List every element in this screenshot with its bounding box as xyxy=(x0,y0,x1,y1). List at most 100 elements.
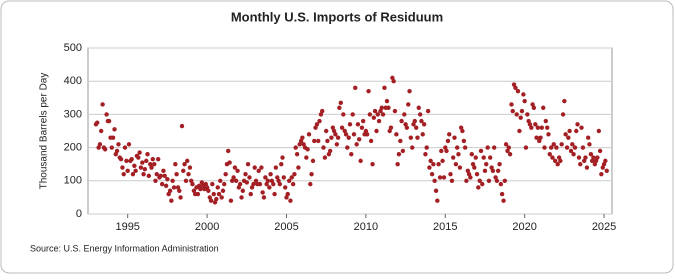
point xyxy=(388,125,394,130)
point xyxy=(338,100,343,105)
point xyxy=(523,145,529,150)
point xyxy=(417,112,423,117)
point xyxy=(476,185,481,190)
point xyxy=(232,165,238,170)
x-tick-label: 1995 xyxy=(115,221,139,233)
point xyxy=(228,198,234,203)
point xyxy=(551,142,556,147)
y-tick-label: 100 xyxy=(64,175,82,187)
point xyxy=(247,175,252,180)
point xyxy=(357,137,362,142)
point xyxy=(284,195,289,200)
point xyxy=(132,163,137,169)
point xyxy=(100,102,105,107)
point xyxy=(326,152,332,157)
point xyxy=(95,120,100,125)
point xyxy=(588,152,594,157)
point xyxy=(432,178,437,183)
point xyxy=(428,158,433,164)
point xyxy=(461,138,467,144)
point xyxy=(580,145,586,150)
point xyxy=(429,171,435,177)
point xyxy=(571,152,576,157)
point xyxy=(582,158,587,164)
point xyxy=(541,105,546,110)
point xyxy=(170,178,175,183)
point xyxy=(175,185,181,190)
point xyxy=(597,148,603,154)
point xyxy=(153,178,158,183)
point xyxy=(235,168,240,174)
point xyxy=(308,181,313,187)
point xyxy=(323,128,329,134)
point xyxy=(371,115,377,120)
point xyxy=(261,195,267,200)
point xyxy=(116,142,121,147)
point xyxy=(355,122,361,127)
point xyxy=(317,118,322,124)
point xyxy=(216,191,222,197)
point xyxy=(453,162,459,167)
point xyxy=(346,135,351,140)
y-tick-label: 0 xyxy=(76,208,82,220)
point xyxy=(178,195,183,200)
point xyxy=(575,122,580,127)
point xyxy=(419,118,424,124)
point xyxy=(488,155,493,160)
point xyxy=(203,181,209,187)
point xyxy=(454,145,460,150)
point xyxy=(554,145,559,150)
point xyxy=(252,165,257,170)
point xyxy=(433,188,439,193)
point xyxy=(183,178,189,183)
point xyxy=(517,128,522,134)
point xyxy=(493,175,498,180)
point xyxy=(165,176,170,182)
point xyxy=(370,162,375,167)
point xyxy=(526,118,531,124)
point xyxy=(159,181,165,187)
point xyxy=(331,128,337,134)
point xyxy=(259,165,264,170)
point xyxy=(519,108,525,114)
point xyxy=(515,88,521,94)
point xyxy=(136,155,141,160)
point xyxy=(410,145,415,150)
point xyxy=(104,112,109,117)
point xyxy=(351,132,357,137)
point xyxy=(441,175,447,180)
point xyxy=(155,157,161,162)
point xyxy=(341,112,346,117)
point xyxy=(195,191,201,197)
point xyxy=(518,115,523,120)
point xyxy=(145,152,150,157)
point xyxy=(358,158,363,164)
point xyxy=(416,105,421,110)
point xyxy=(486,178,492,183)
point xyxy=(591,155,596,160)
chart-title: Monthly U.S. Imports of Residuum xyxy=(231,9,443,24)
point xyxy=(290,181,296,187)
point xyxy=(236,185,242,190)
point xyxy=(140,160,145,165)
point xyxy=(562,98,567,104)
point xyxy=(537,138,542,144)
point xyxy=(152,162,157,167)
point xyxy=(572,145,578,150)
point xyxy=(314,122,320,127)
point xyxy=(316,138,321,144)
point xyxy=(138,165,144,170)
point xyxy=(440,158,445,164)
point xyxy=(480,181,485,187)
point xyxy=(321,145,326,150)
point xyxy=(212,200,218,205)
point xyxy=(148,162,153,167)
point xyxy=(305,147,310,152)
point xyxy=(543,118,548,124)
point xyxy=(269,178,275,183)
point xyxy=(174,171,179,177)
point xyxy=(265,178,271,183)
point xyxy=(596,128,602,134)
point xyxy=(559,142,564,147)
point xyxy=(506,145,511,150)
